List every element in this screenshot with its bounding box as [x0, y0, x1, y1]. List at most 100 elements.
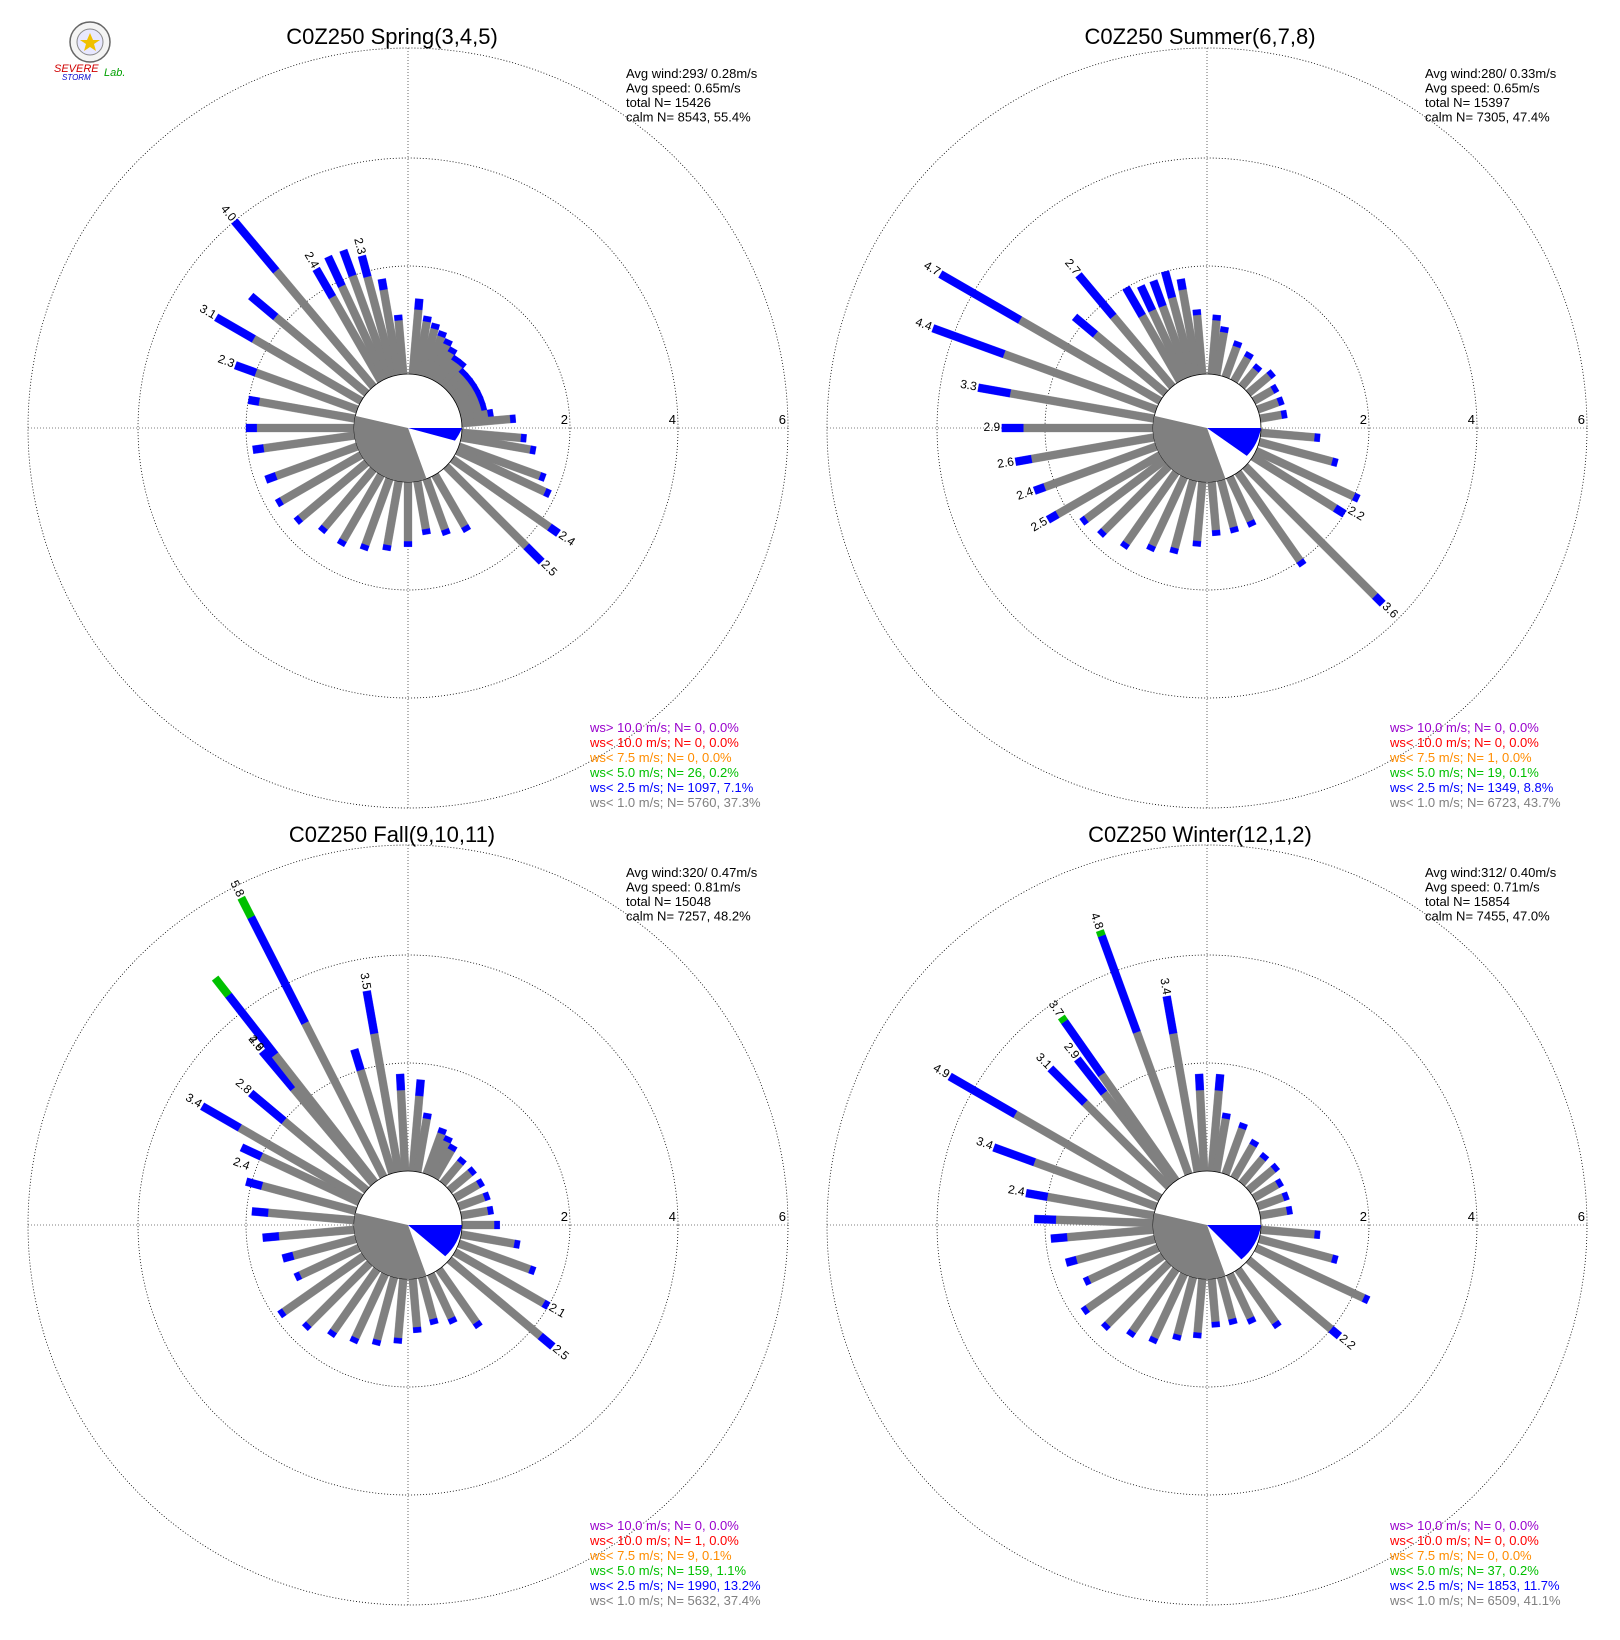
direction-bar-segment [1100, 1321, 1111, 1332]
legend-entry: ws< 10.0 m/s; N= 0, 0.0% [1389, 1533, 1539, 1548]
direction-bar-segment [1228, 1317, 1238, 1326]
bar-value-label: 3.4 [1157, 977, 1174, 996]
ring-tick-label: 4 [1468, 412, 1475, 427]
legend-entry: ws< 10.0 m/s; N= 0, 0.0% [589, 735, 739, 750]
direction-bar-segment [442, 1135, 453, 1144]
direction-bar-segment [1229, 525, 1239, 534]
stats-line: Avg speed: 0.65m/s [626, 81, 741, 96]
bar-value-label: 3.4 [975, 1134, 996, 1153]
direction-bar-segment [1075, 272, 1117, 320]
direction-bar-segment [938, 270, 1023, 324]
direction-bar-segment [1249, 1138, 1260, 1148]
bar-value-label: 3.5 [357, 972, 374, 991]
stats-line: total N= 15426 [626, 95, 711, 110]
direction-bar-segment [461, 524, 472, 534]
severe-storm-lab-logo: SEVERE STORM Lab. [54, 21, 125, 82]
direction-bar-segment [1260, 428, 1316, 442]
direction-bar-segment [393, 1278, 408, 1339]
direction-bar-segment [1064, 1255, 1078, 1267]
direction-bar-segment [247, 915, 309, 1025]
direction-bar-segment [422, 1112, 432, 1120]
ring-tick-label: 6 [1578, 412, 1585, 427]
direction-bar-segment [1050, 1233, 1068, 1243]
direction-bar-segment [1192, 540, 1202, 547]
stats-line: calm N= 7455, 47.0% [1425, 909, 1550, 924]
bar-value-label: 2.6 [996, 454, 1015, 471]
direction-bar-segment [1314, 1230, 1321, 1240]
direction-bar-segment [357, 254, 372, 278]
direction-bar-segment [256, 423, 355, 433]
ring-tick-label: 6 [779, 1209, 786, 1224]
direction-bar-segment [248, 1089, 287, 1125]
direction-bar-segment [486, 1205, 494, 1216]
bar-value-label: 2.3 [216, 352, 237, 371]
direction-bar-segment [403, 541, 413, 547]
stats-line: total N= 15397 [1425, 95, 1510, 110]
bar-value-label: 2.4 [1015, 484, 1036, 503]
direction-bar-segment [1280, 409, 1288, 419]
legend-entry: ws< 5.0 m/s; N= 37, 0.2% [1389, 1563, 1539, 1578]
direction-bar-segment [1330, 1254, 1339, 1264]
ring-tick-label: 2 [561, 1209, 568, 1224]
radial-ring [137, 954, 679, 1496]
bar-value-label: 4.4 [914, 315, 935, 334]
direction-bar-segment [547, 523, 561, 537]
direction-bar-segment [509, 414, 517, 424]
legend-entry: ws< 2.5 m/s; N= 1097, 7.1% [589, 780, 754, 795]
direction-bar-segment [1214, 1073, 1225, 1092]
direction-bar-segment [1276, 396, 1285, 407]
legend-entry: ws< 7.5 m/s; N= 0, 0.0% [589, 750, 732, 765]
direction-bar-segment [1057, 1014, 1069, 1025]
ring-tick-label: 4 [669, 412, 676, 427]
wind-rose-panel: 2 4 64.74.43.32.92.62.42.52.72.23.6C0Z250 … [826, 24, 1588, 810]
direction-bar-segment [412, 1326, 422, 1334]
direction-bar-segment [1097, 934, 1141, 1034]
direction-bar-segment [293, 1271, 303, 1282]
direction-bar-segment [1328, 1325, 1343, 1340]
direction-bar-segment [1211, 1321, 1221, 1328]
direction-bar-segment [437, 330, 448, 339]
direction-bar-segment [520, 433, 527, 443]
stats-line: Avg speed: 0.65m/s [1425, 81, 1540, 96]
direction-bar-segment [1080, 1305, 1091, 1316]
legend-entry: ws< 2.5 m/s; N= 1349, 8.8% [1389, 780, 1554, 795]
direction-bar-segment [264, 472, 278, 484]
stats-line: calm N= 7257, 48.2% [626, 909, 751, 924]
direction-bar-segment [1259, 410, 1283, 423]
direction-bar-segment [931, 324, 1006, 359]
panel-title: C0Z250 Fall(9,10,11) [289, 822, 495, 847]
direction-bar-segment [1095, 929, 1106, 938]
direction-bar-segment [1219, 326, 1229, 334]
panel-title: C0Z250 Summer(6,7,8) [1084, 24, 1315, 49]
direction-bar-segment [1232, 340, 1243, 349]
direction-bar-segment [277, 1308, 287, 1319]
direction-bar-segment [1246, 1316, 1257, 1325]
direction-bar-segment [1001, 423, 1024, 433]
stats-line: total N= 15854 [1425, 894, 1510, 909]
calm-sector [1153, 415, 1226, 483]
direction-bar-segment [301, 1321, 312, 1332]
direction-bar-segment [1047, 1065, 1088, 1106]
calm-sector [1153, 1212, 1226, 1280]
direction-bar-segment [231, 218, 280, 274]
direction-bar-segment [421, 528, 431, 536]
legend-entry: ws< 7.5 m/s; N= 0, 0.0% [1389, 1548, 1532, 1563]
direction-bar-segment [1025, 1189, 1049, 1201]
calm-blue-wedge [1207, 428, 1261, 456]
legend-entry: ws< 1.0 m/s; N= 5632, 37.4% [589, 1593, 761, 1608]
direction-bar-segment [1161, 270, 1177, 299]
direction-bar-segment [1122, 285, 1146, 318]
direction-bar-segment [1172, 1333, 1182, 1341]
direction-bar-segment [1176, 278, 1187, 291]
direction-bar-segment [395, 1073, 406, 1091]
calm-blue-wedge [408, 1225, 462, 1257]
ring-tick-label: 4 [1468, 1209, 1475, 1224]
direction-bar-segment [1126, 1328, 1137, 1339]
direction-bar-segment [339, 248, 357, 278]
direction-bar-segment [1073, 1056, 1108, 1096]
bar-value-label: 4.8 [1088, 911, 1107, 932]
direction-bar-segment [1097, 528, 1107, 538]
